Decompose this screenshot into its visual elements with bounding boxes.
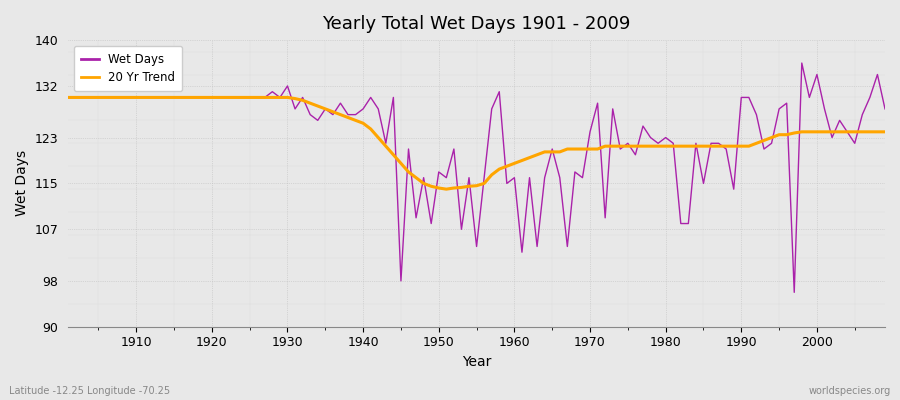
20 Yr Trend [123,95,134,100]
20 Yr Trend [509,161,520,166]
Text: Latitude -12.25 Longitude -70.25: Latitude -12.25 Longitude -70.25 [9,386,170,396]
Wet Days [599,216,610,220]
Line: 20 Yr Trend: 20 Yr Trend [68,98,885,189]
20 Yr Trend [63,95,74,100]
Wet Days [290,106,301,111]
Wet Days [796,61,807,66]
Wet Days [123,95,134,100]
Wet Days [788,290,799,295]
20 Yr Trend [335,112,346,117]
20 Yr Trend [517,158,527,163]
Wet Days [509,175,520,180]
X-axis label: Year: Year [462,355,491,369]
20 Yr Trend [441,187,452,192]
Text: worldspecies.org: worldspecies.org [809,386,891,396]
Line: Wet Days: Wet Days [68,63,885,292]
20 Yr Trend [608,144,618,148]
Y-axis label: Wet Days: Wet Days [15,150,29,216]
20 Yr Trend [879,130,890,134]
Wet Days [501,181,512,186]
Wet Days [63,95,74,100]
Wet Days [879,106,890,111]
Title: Yearly Total Wet Days 1901 - 2009: Yearly Total Wet Days 1901 - 2009 [322,15,631,33]
20 Yr Trend [290,96,301,101]
Wet Days [335,101,346,106]
Legend: Wet Days, 20 Yr Trend: Wet Days, 20 Yr Trend [74,46,183,91]
